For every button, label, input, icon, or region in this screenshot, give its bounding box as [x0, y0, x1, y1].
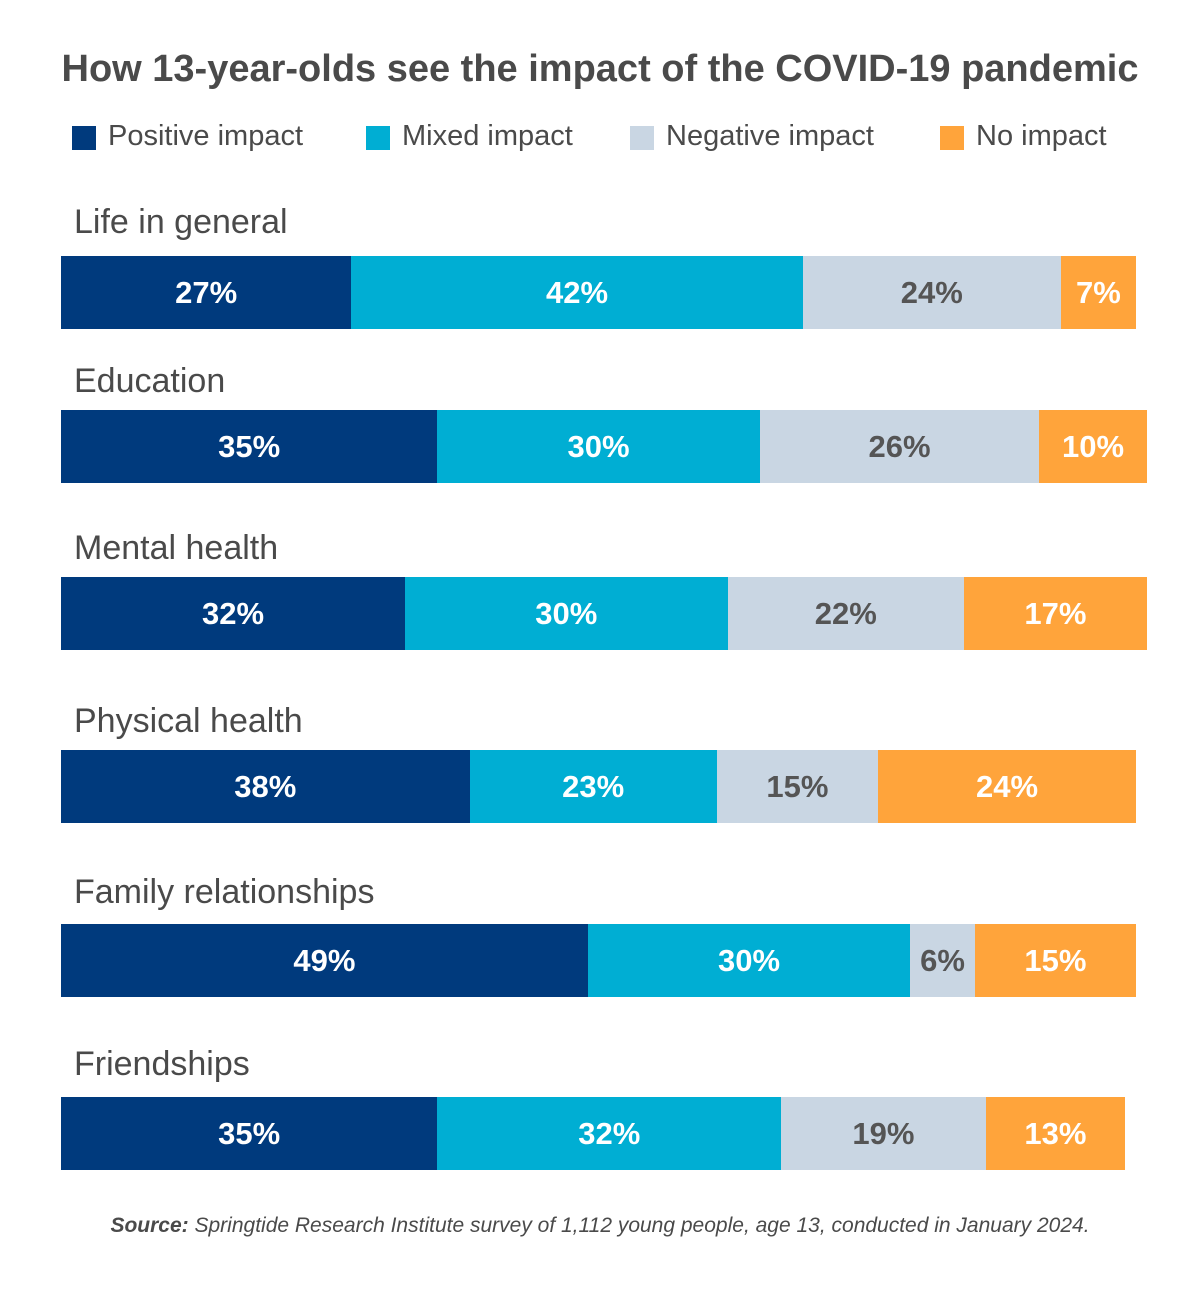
bar-segment: 49%	[61, 924, 588, 997]
data-label: 7%	[1075, 274, 1121, 310]
bar-segment: 19%	[781, 1097, 986, 1170]
bar-segment: 35%	[61, 410, 438, 483]
data-label: 32%	[201, 595, 265, 631]
bar-segment: 38%	[61, 750, 470, 823]
bar-segment: 22%	[727, 577, 964, 650]
category-label: Family relationships	[74, 873, 375, 911]
data-label: 23%	[562, 768, 625, 804]
category-label: Education	[74, 362, 226, 400]
data-label: 38%	[234, 768, 297, 804]
bar-segment: 32%	[437, 1097, 782, 1170]
legend-label: Negative impact	[666, 120, 874, 152]
bar-segment: 10%	[1039, 410, 1147, 483]
legend-label: No impact	[976, 120, 1107, 152]
category-label: Life in general	[74, 203, 288, 241]
bar-segment: 30%	[405, 577, 728, 650]
bar-segment: 32%	[61, 577, 405, 650]
data-label: 15%	[1024, 942, 1087, 978]
legend: Positive impact Mixed impact Negative impa…	[72, 118, 1152, 158]
category-label: Mental health	[74, 529, 279, 567]
legend-swatch	[630, 126, 654, 150]
data-label: 24%	[900, 274, 963, 310]
source-text: Springtide Research Institute survey of …	[194, 1214, 1090, 1237]
bar-segment: 27%	[61, 256, 352, 329]
bar-segment: 42%	[351, 256, 803, 329]
legend-label: Mixed impact	[402, 120, 573, 152]
legend-swatch	[366, 126, 390, 150]
legend-swatch	[72, 126, 96, 150]
data-label: 30%	[567, 428, 630, 464]
data-label: 26%	[868, 428, 931, 464]
legend-label: Positive impact	[108, 120, 304, 152]
data-label: 15%	[766, 768, 829, 804]
data-label: 27%	[175, 274, 238, 310]
data-label: 35%	[218, 428, 281, 464]
bar-segment: 26%	[759, 410, 1040, 483]
bar-segment: 6%	[910, 924, 975, 997]
data-label: 22%	[814, 595, 877, 631]
data-label: 6%	[920, 942, 965, 978]
category-label: Friendships	[74, 1045, 250, 1083]
data-label: 35%	[218, 1115, 281, 1151]
bar-segment: 30%	[587, 924, 911, 997]
data-label: 49%	[293, 942, 356, 978]
bar-segment: 30%	[437, 410, 760, 483]
data-label: 24%	[975, 768, 1039, 804]
bar-segment: 35%	[61, 1097, 438, 1170]
legend-swatch	[940, 126, 964, 150]
bar-segment: 17%	[964, 577, 1147, 650]
data-label: 10%	[1061, 428, 1125, 464]
category-label: Physical health	[74, 702, 303, 740]
bar-segment: 7%	[1060, 256, 1136, 329]
bar-segment: 24%	[802, 256, 1061, 329]
source-label: Source:	[110, 1214, 189, 1237]
bar-segment: 15%	[716, 750, 878, 823]
bar-segment: 13%	[985, 1097, 1126, 1170]
bar-segment: 23%	[469, 750, 717, 823]
data-label: 30%	[535, 595, 598, 631]
data-label: 19%	[852, 1115, 915, 1151]
data-label: 30%	[717, 942, 781, 978]
chart-title: How 13-year-olds see the impact of the C…	[61, 48, 1139, 90]
bar-segment: 15%	[974, 924, 1136, 997]
data-label: 42%	[545, 274, 609, 310]
source-note: Source: Springtide Research Institute su…	[0, 1214, 1200, 1238]
bar-segment: 24%	[878, 750, 1136, 823]
data-label: 13%	[1024, 1115, 1087, 1151]
data-label: 32%	[578, 1115, 641, 1151]
data-label: 17%	[1024, 595, 1087, 631]
